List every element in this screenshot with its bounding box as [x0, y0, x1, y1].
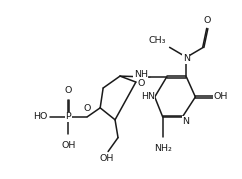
Text: O: O: [204, 16, 211, 25]
Text: NH₂: NH₂: [154, 144, 172, 153]
Text: P: P: [66, 112, 71, 121]
Text: O: O: [83, 104, 91, 113]
Text: O: O: [138, 79, 145, 88]
Text: OH: OH: [100, 154, 114, 163]
Text: N: N: [183, 54, 190, 63]
Text: CH₃: CH₃: [148, 36, 166, 45]
Text: O: O: [65, 86, 72, 95]
Text: NH: NH: [134, 70, 148, 79]
Text: OH: OH: [213, 92, 228, 101]
Text: HO: HO: [33, 112, 48, 121]
Text: OH: OH: [61, 141, 76, 150]
Text: HN: HN: [141, 92, 155, 101]
Text: N: N: [182, 117, 189, 126]
